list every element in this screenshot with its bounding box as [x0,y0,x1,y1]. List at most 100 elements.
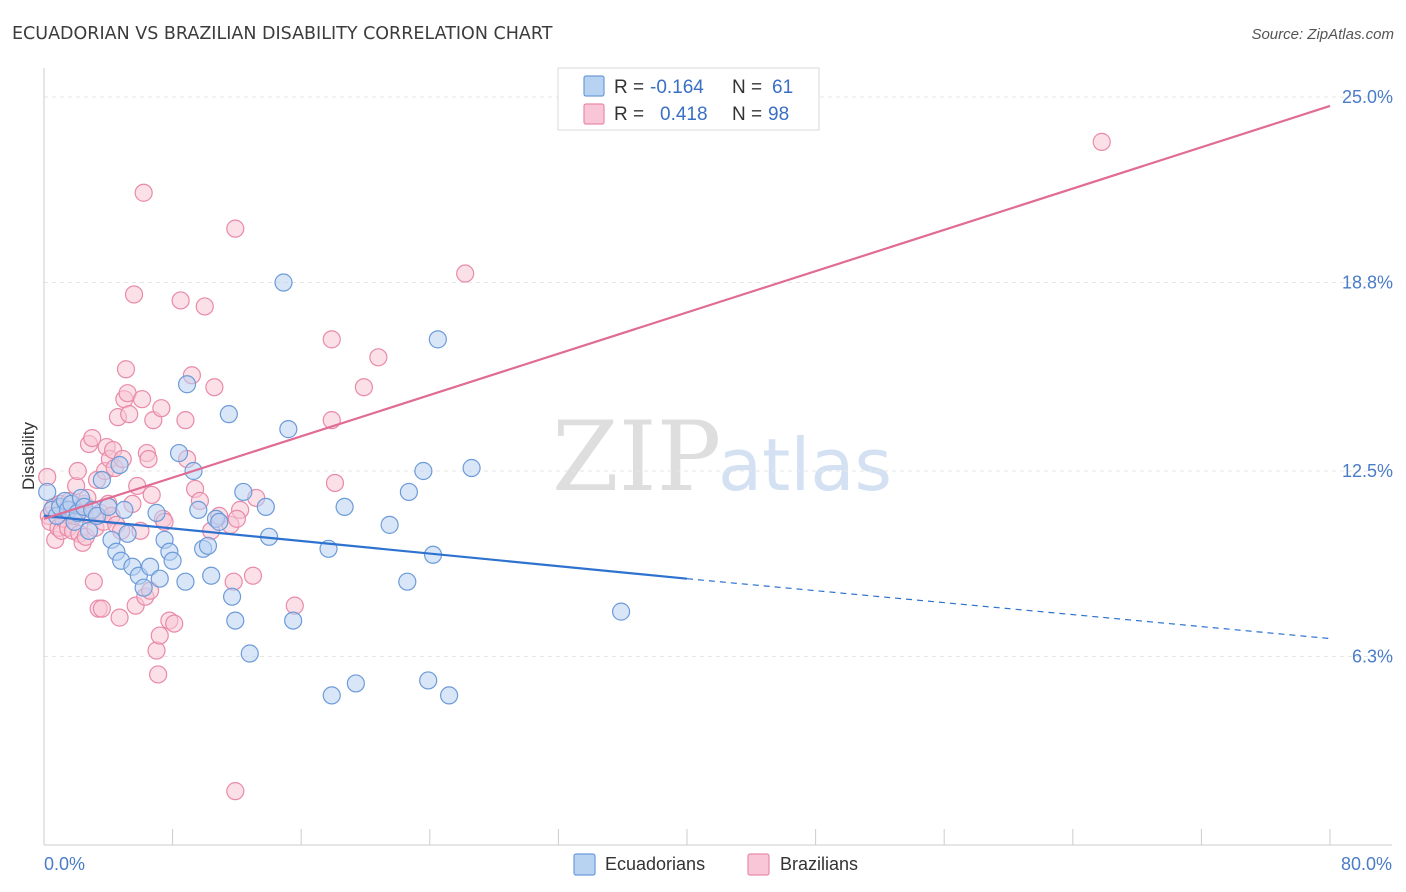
bottom-legend-ecuadorians: Ecuadorians [605,854,705,874]
ecuadorians-point [118,524,137,543]
ecuadorians-point [399,482,419,502]
brazilians-point [116,360,136,379]
brazilians-point [120,405,139,424]
brazilians-point [132,390,152,409]
y-tick-label: 25.0% [1342,87,1393,107]
ecuadorians-point [222,587,242,606]
watermark-atlas: atlas [718,423,892,507]
y-axis-label: Disability [19,421,38,490]
y-tick-label: 18.8% [1342,273,1393,293]
stats-legend: R = -0.164 N = 61 R = 0.418 N = 98 [557,67,820,131]
ecuadorians-point [284,611,303,630]
brazilians-point [369,348,388,367]
x-tick-label-max: 80.0% [1341,854,1392,874]
legend-r-value-2: 0.418 [660,104,708,125]
ecuadorians-point [439,686,459,705]
axes [43,68,1392,846]
ecuadorians-point [79,521,99,540]
ecuadorians-point [611,602,631,621]
ecuadorians-point [274,273,293,292]
y-tick-label: 12.5% [1342,461,1393,481]
brazilians-point [83,428,102,448]
ecuadorians-point [240,644,259,663]
legend-n-label-2: N = [732,104,762,125]
ecuadorians-trend-dashed [686,578,1331,640]
ecuadorians-point [414,461,433,481]
ecuadorians-point [419,671,438,690]
legend-n-label-1: N = [732,77,762,98]
legend-r-label-1: R = [614,77,644,98]
brazilians-point [68,461,87,481]
ecuadorians-point [147,503,166,522]
brazilians-point [152,399,171,418]
ecuadorians-point [198,536,218,555]
brazilians-point [322,330,341,349]
legend-swatch-pink [583,103,605,125]
brazilians-trend [43,104,1331,520]
y-tick-label: 6.3% [1352,647,1393,667]
brazilians-point [226,782,245,801]
ecuadorians-point [210,512,229,531]
brazilians-point [205,378,224,397]
bottom-legend-swatch-brazilians [747,853,770,876]
ecuadorians-point [256,497,275,517]
ecuadorians-point [189,500,208,519]
brazilians-point [226,219,245,238]
brazilians-point [456,264,475,283]
chart-title: ECUADORIAN VS BRAZILIAN DISABILITY CORRE… [12,24,553,44]
trend-lines [43,104,1331,640]
ecuadorians-point [110,455,129,475]
brazilians-point [92,599,111,618]
brazilians-point [150,626,169,645]
ecuadorians-point [279,420,298,439]
ecuadorians-point [335,497,354,517]
watermark-zip: ZIP [552,401,721,513]
ecuadorians-point [322,686,341,705]
ecuadorians-points [38,273,631,705]
brazilians-point [124,285,144,304]
bottom-legend: Ecuadorians Brazilians [573,853,858,876]
ecuadorians-point [202,566,221,585]
ecuadorians-point [115,500,134,519]
ecuadorians-point [380,515,399,534]
ecuadorians-point [140,557,160,576]
brazilians-point [224,572,243,591]
brazilians-point [243,566,263,585]
brazilians-point [325,473,345,493]
legend-n-value-1: 61 [772,77,793,98]
legend-r-value-1: -0.164 [650,77,704,98]
ecuadorians-point [398,572,417,591]
ecuadorians-point [163,551,182,570]
brazilians-point [1092,132,1111,151]
ecuadorians-point [462,458,481,478]
ecuadorians-point [169,443,189,463]
ecuadorians-point [38,482,57,502]
ecuadorians-point [92,470,111,490]
brazilians-point [142,485,161,505]
ecuadorians-point [226,611,245,630]
legend-swatch-blue [583,75,605,97]
brazilians-point [149,665,168,684]
ecuadorians-point [177,375,197,394]
ecuadorians-point [346,674,365,693]
watermark: ZIP atlas [552,401,892,513]
source-label: Source: ZipAtlas.com [1251,26,1394,43]
brazilians-point [176,411,195,430]
legend-n-value-2: 98 [768,104,789,125]
bottom-legend-brazilians: Brazilians [780,854,858,874]
brazilians-point [354,378,373,397]
brazilians-point [110,608,129,627]
brazilians-point [139,449,158,469]
brazilians-point [227,509,246,528]
brazilians-point [171,291,190,310]
brazilians-point [195,297,214,316]
legend-r-label-2: R = [614,104,644,125]
x-tick-label-min: 0.0% [44,854,85,874]
brazilians-point [134,183,153,202]
ecuadorians-point [176,572,195,591]
bottom-legend-swatch-ecuadorians [573,853,596,876]
ecuadorians-trend-solid [43,514,688,580]
ecuadorians-point [428,330,447,349]
brazilians-point [84,572,103,591]
